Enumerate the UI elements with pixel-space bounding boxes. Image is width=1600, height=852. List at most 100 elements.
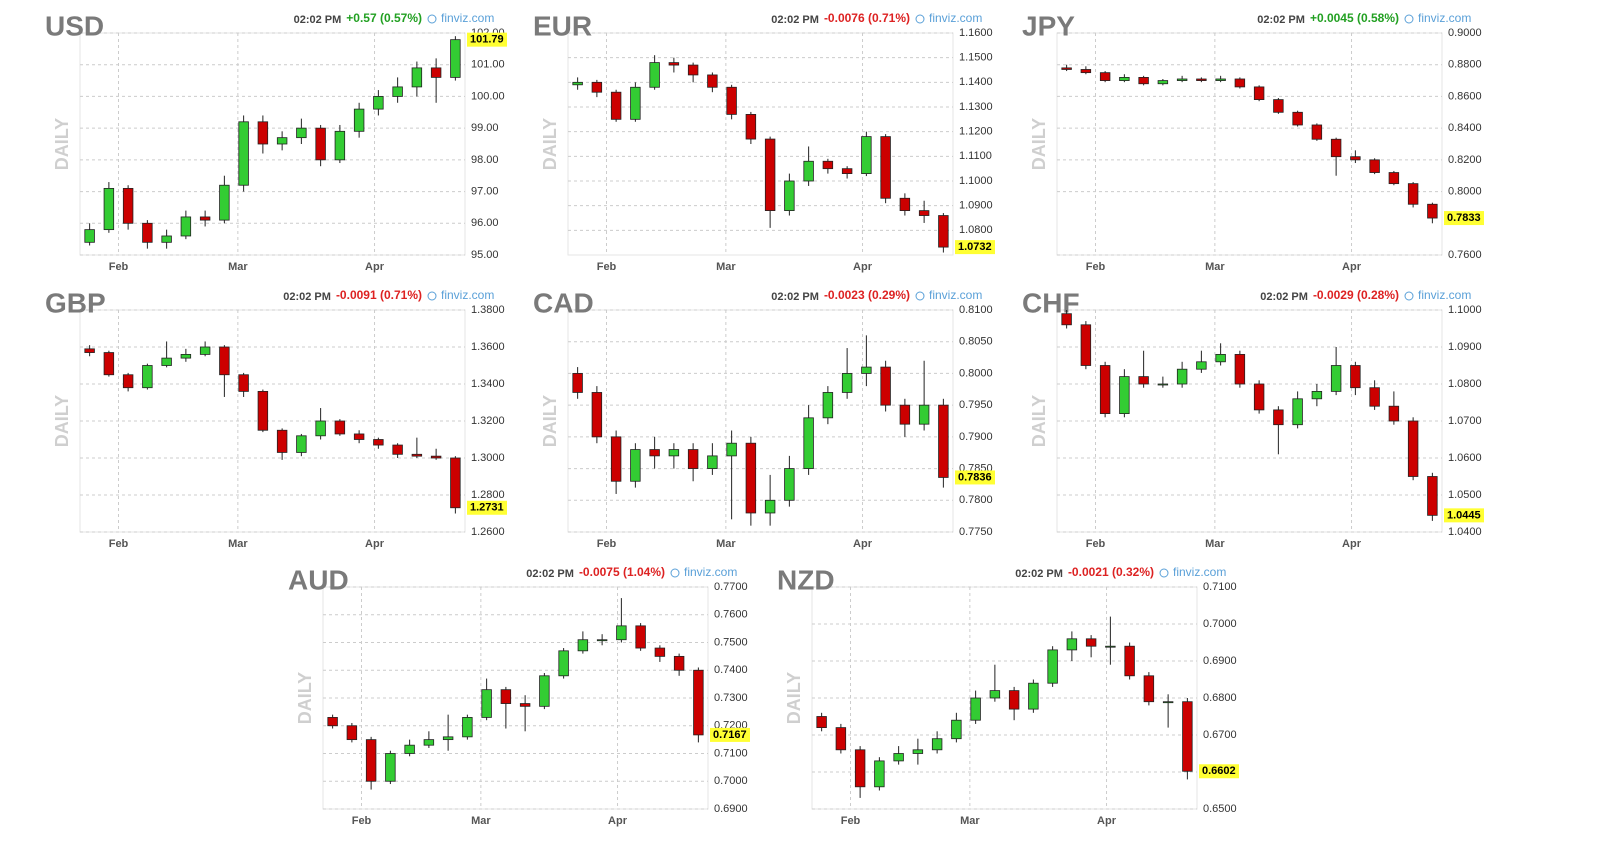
x-tick-label: Apr xyxy=(853,261,873,273)
candle-body xyxy=(315,127,326,161)
candle-body xyxy=(1350,156,1361,161)
candle-body xyxy=(481,689,492,718)
candle-body xyxy=(918,404,930,425)
y-tick-label: 1.1100 xyxy=(959,150,992,162)
y-tick-label: 1.1000 xyxy=(959,175,993,187)
price-change: -0.0021 (0.32%) xyxy=(1068,565,1154,579)
plot-area xyxy=(567,32,954,256)
source-link: finviz.com xyxy=(1173,565,1226,579)
y-tick-label: 0.7800 xyxy=(959,494,993,506)
candle-body xyxy=(745,114,757,140)
y-tick-label: 95.00 xyxy=(471,249,499,261)
y-tick-label: 0.7500 xyxy=(714,636,748,648)
x-tick-label: Apr xyxy=(365,261,385,273)
candle-body xyxy=(122,374,134,389)
y-tick-label: 1.0700 xyxy=(1448,415,1482,427)
candle-body xyxy=(442,736,454,741)
source-link: finviz.com xyxy=(441,11,494,25)
price-change: -0.0029 (0.28%) xyxy=(1313,288,1399,302)
candle-body xyxy=(899,197,911,211)
candle-body xyxy=(1330,365,1342,392)
candle-body xyxy=(880,136,891,199)
candle-body xyxy=(1215,78,1226,81)
candle-body xyxy=(450,457,461,509)
candle-body xyxy=(816,716,827,729)
y-tick-label: 1.1400 xyxy=(959,76,993,88)
timestamp: 02:02 PM xyxy=(1260,291,1308,303)
x-tick-label: Mar xyxy=(1205,538,1225,550)
last-price-box xyxy=(467,32,507,47)
candle-body xyxy=(1350,365,1361,389)
candle-body xyxy=(1273,99,1284,113)
candle-body xyxy=(803,417,814,469)
x-tick-label: Apr xyxy=(1097,815,1117,827)
x-tick-label: Apr xyxy=(853,538,873,550)
last-price-label: 101.79 xyxy=(470,34,504,46)
y-tick-label: 0.7750 xyxy=(959,526,993,538)
y-tick-label: 0.9000 xyxy=(1448,27,1482,39)
y-tick-label: 1.0600 xyxy=(1448,452,1482,464)
ticker-title: GBP xyxy=(45,287,106,318)
candle-body xyxy=(1119,77,1130,81)
y-tick-label: 97.00 xyxy=(471,185,499,197)
last-price-box xyxy=(467,500,507,515)
candle-body xyxy=(103,352,115,376)
last-price-box xyxy=(710,727,750,742)
source-link: finviz.com xyxy=(1418,288,1471,302)
candle-body xyxy=(1407,183,1419,205)
source-icon xyxy=(427,14,437,24)
candle-body xyxy=(430,67,442,78)
y-tick-label: 1.3000 xyxy=(471,452,505,464)
candle-body xyxy=(1253,383,1265,411)
candle-body xyxy=(970,697,981,721)
y-tick-label: 1.1300 xyxy=(959,101,993,113)
candle-body xyxy=(1427,476,1438,516)
source-icon xyxy=(915,291,925,301)
last-price-label: 0.7836 xyxy=(958,471,992,483)
candle-body xyxy=(591,81,603,93)
ticker-title: EUR xyxy=(533,10,592,41)
price-change: -0.0023 (0.29%) xyxy=(824,288,910,302)
y-tick-label: 98.00 xyxy=(471,154,499,166)
candle-body xyxy=(122,187,134,224)
candle-body xyxy=(1427,203,1438,219)
x-tick-label: Apr xyxy=(1342,538,1362,550)
candle-body xyxy=(861,136,872,175)
candle-body xyxy=(1196,361,1207,370)
last-price-label: 0.7167 xyxy=(713,729,747,741)
y-tick-label: 1.0800 xyxy=(1448,378,1482,390)
candle-body xyxy=(572,81,583,86)
last-price-box xyxy=(1199,764,1239,779)
price-change: -0.0076 (0.71%) xyxy=(824,11,910,25)
candle-body xyxy=(822,160,834,170)
y-tick-label: 1.3800 xyxy=(471,304,505,316)
x-tick-label: Apr xyxy=(365,538,385,550)
candle-body xyxy=(1008,690,1020,710)
y-tick-label: 99.00 xyxy=(471,122,499,134)
y-tick-label: 0.8800 xyxy=(1448,59,1482,71)
candle-body xyxy=(673,655,685,671)
candle-body xyxy=(649,449,660,457)
candle-body xyxy=(404,744,415,754)
candle-body xyxy=(654,647,666,657)
y-tick-label: 0.8000 xyxy=(959,367,993,379)
candle-body xyxy=(854,749,866,788)
y-tick-label: 1.1000 xyxy=(1448,304,1482,316)
chart-panel: 0.77500.78000.78500.79000.79500.80000.80… xyxy=(533,287,995,550)
price-change: -0.0091 (0.71%) xyxy=(336,288,422,302)
y-axis-label: DAILY xyxy=(1029,118,1049,170)
candle-body xyxy=(462,717,473,738)
candle-body xyxy=(1273,409,1284,426)
candle-body xyxy=(1215,353,1226,363)
ticker-title: NZD xyxy=(777,564,835,595)
candle-body xyxy=(365,739,377,782)
candle-body xyxy=(385,753,396,782)
x-tick-label: Feb xyxy=(1086,261,1106,273)
candle-body xyxy=(180,216,192,237)
chart-panel: 1.0800 1.0900 1.1000 1.1100 1.1200 1.1300 1.14… xyxy=(533,10,995,273)
candle-body xyxy=(539,675,550,707)
candle-body xyxy=(784,180,795,212)
source-link: finviz.com xyxy=(929,11,982,25)
y-tick-label: 1.3200 xyxy=(471,415,505,427)
